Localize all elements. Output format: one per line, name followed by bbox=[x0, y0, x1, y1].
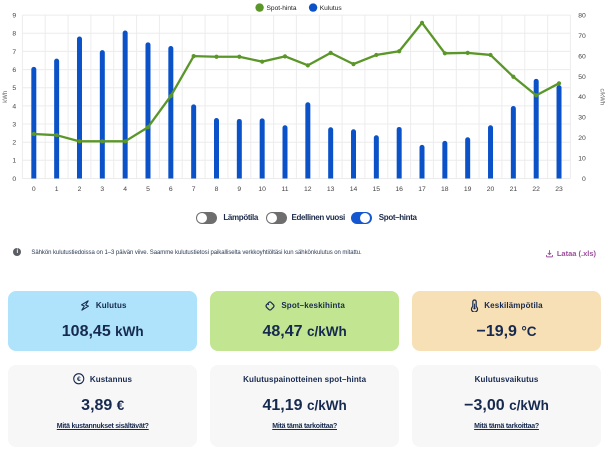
svg-text:7: 7 bbox=[12, 49, 16, 56]
svg-text:6: 6 bbox=[12, 67, 16, 74]
svg-text:18: 18 bbox=[441, 186, 449, 193]
svg-text:19: 19 bbox=[464, 186, 472, 193]
svg-text:50: 50 bbox=[578, 74, 586, 81]
svg-text:12: 12 bbox=[304, 186, 312, 193]
svg-text:11: 11 bbox=[281, 186, 288, 193]
svg-text:8: 8 bbox=[215, 186, 219, 193]
svg-text:c/kWh: c/kWh bbox=[599, 88, 605, 105]
svg-text:5: 5 bbox=[146, 186, 150, 193]
svg-text:0: 0 bbox=[12, 176, 16, 183]
svg-text:23: 23 bbox=[555, 186, 563, 193]
svg-text:9: 9 bbox=[237, 186, 241, 193]
svg-text:3: 3 bbox=[100, 186, 104, 193]
svg-text:60: 60 bbox=[578, 53, 586, 60]
svg-text:22: 22 bbox=[532, 186, 540, 193]
svg-text:20: 20 bbox=[578, 135, 586, 142]
svg-text:2: 2 bbox=[78, 186, 82, 193]
svg-text:8: 8 bbox=[12, 31, 16, 38]
svg-text:€: € bbox=[77, 376, 81, 383]
svg-text:14: 14 bbox=[350, 186, 358, 193]
svg-text:13: 13 bbox=[327, 186, 335, 193]
svg-text:4: 4 bbox=[123, 186, 127, 193]
svg-text:16: 16 bbox=[395, 186, 403, 193]
svg-text:5: 5 bbox=[12, 85, 16, 92]
svg-text:80: 80 bbox=[578, 13, 586, 20]
svg-text:17: 17 bbox=[418, 186, 426, 193]
svg-text:0: 0 bbox=[582, 176, 586, 183]
svg-text:1: 1 bbox=[55, 186, 59, 193]
svg-text:70: 70 bbox=[578, 33, 586, 40]
svg-text:kWh: kWh bbox=[3, 91, 9, 103]
svg-text:0: 0 bbox=[32, 186, 36, 193]
svg-text:15: 15 bbox=[373, 186, 381, 193]
svg-text:30: 30 bbox=[578, 115, 586, 122]
svg-text:4: 4 bbox=[12, 103, 16, 110]
svg-text:21: 21 bbox=[510, 186, 518, 193]
svg-text:10: 10 bbox=[578, 156, 586, 163]
svg-text:3: 3 bbox=[12, 121, 16, 128]
svg-text:Kulutus: Kulutus bbox=[320, 5, 343, 12]
svg-text:10: 10 bbox=[258, 186, 266, 193]
svg-text:20: 20 bbox=[487, 186, 495, 193]
svg-text:6: 6 bbox=[169, 186, 173, 193]
svg-text:40: 40 bbox=[578, 94, 586, 101]
svg-text:7: 7 bbox=[192, 186, 196, 193]
svg-text:2: 2 bbox=[12, 140, 16, 147]
svg-text:1: 1 bbox=[12, 158, 16, 165]
svg-text:9: 9 bbox=[12, 13, 16, 20]
svg-text:Spot-hinta: Spot-hinta bbox=[267, 5, 297, 12]
